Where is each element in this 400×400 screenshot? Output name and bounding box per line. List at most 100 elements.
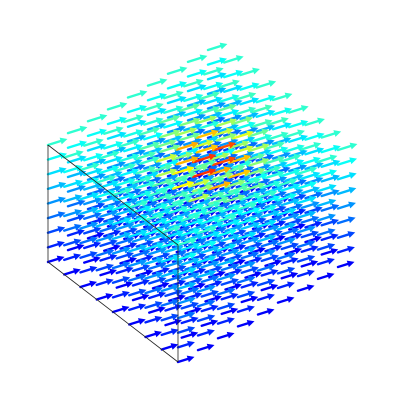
arrow-head: [313, 142, 322, 149]
arrow-head: [148, 151, 157, 159]
arrow-head: [171, 298, 180, 306]
arrow-head: [141, 293, 150, 301]
arrow-head: [215, 235, 224, 243]
arrow-head: [284, 107, 293, 115]
arrow-head: [347, 245, 355, 253]
arrow-head: [218, 72, 227, 79]
arrow-head: [163, 208, 172, 215]
arrow-head: [158, 122, 167, 130]
arrow-head: [284, 92, 293, 100]
arrow-head: [271, 224, 280, 232]
arrow-head: [188, 267, 197, 274]
arrow-head: [207, 174, 215, 182]
arrow-head: [251, 251, 260, 259]
arrow-head: [169, 153, 178, 161]
arrow-head: [237, 194, 246, 201]
arrow-head: [194, 306, 203, 314]
arrow-head: [212, 105, 221, 113]
arrow-head: [97, 187, 106, 195]
arrow-head: [57, 226, 66, 233]
arrow-head: [78, 170, 87, 177]
arrow-head: [327, 257, 335, 265]
arrow-head: [135, 129, 144, 136]
arrow-shaft: [155, 169, 175, 178]
arrow-head: [174, 149, 183, 157]
arrow-shaft: [224, 180, 243, 189]
arrow-head: [186, 166, 195, 173]
arrow-head: [255, 212, 264, 219]
arrow-head: [208, 168, 217, 175]
arrow-head: [164, 178, 173, 186]
arrow-head: [195, 108, 204, 116]
arrow-head: [109, 268, 118, 276]
arrow-head: [126, 251, 134, 259]
arrow-head: [248, 106, 257, 114]
arrow-head: [348, 172, 357, 179]
arrow-head: [307, 240, 316, 247]
arrow-head: [95, 167, 103, 175]
arrow-head: [225, 171, 234, 179]
arrow-head: [316, 132, 325, 140]
arrow-head: [331, 189, 340, 196]
arrow-head: [78, 155, 87, 162]
arrow-head: [122, 290, 130, 298]
arrow-head: [250, 295, 259, 303]
arrow-head: [250, 280, 259, 288]
arrow-head: [128, 163, 137, 171]
arrow-head: [138, 288, 147, 296]
arrow-head: [252, 207, 261, 214]
arrow-head: [251, 111, 259, 119]
arrow-head: [154, 176, 162, 184]
arrow-head: [331, 218, 339, 226]
arrow-head: [174, 134, 183, 142]
arrow-head: [271, 254, 279, 261]
arrow-head: [267, 293, 275, 301]
arrow-head: [168, 183, 176, 191]
arrow-head: [211, 260, 220, 268]
arrow-head: [272, 209, 281, 217]
arrow-head: [232, 218, 241, 226]
arrow-head: [131, 168, 140, 176]
arrow-head: [257, 153, 266, 160]
arrow-head: [317, 117, 325, 125]
arrow-head: [173, 239, 181, 247]
arrow-head: [121, 305, 130, 313]
arrow-head: [231, 123, 239, 131]
arrow-head: [327, 242, 336, 250]
arrow-head: [315, 191, 324, 199]
arrow-head: [234, 114, 243, 121]
arrow-head: [316, 161, 324, 169]
arrow-head: [311, 201, 320, 208]
arrow-head: [98, 158, 107, 165]
arrow-head: [74, 194, 83, 202]
arrow-head: [223, 187, 232, 194]
arrow-head: [194, 277, 203, 285]
arrow-head: [196, 218, 205, 226]
arrow-head: [160, 203, 169, 210]
arrow-head: [257, 246, 266, 254]
arrow-head: [221, 196, 230, 204]
arrow-head: [211, 135, 220, 143]
arrow-head: [170, 174, 179, 181]
arrow-head: [228, 258, 237, 265]
arrow-head: [218, 255, 227, 263]
arrow-head: [260, 172, 269, 180]
arrow-head: [106, 234, 115, 241]
arrow-head: [187, 340, 195, 348]
arrow-head: [129, 256, 138, 264]
arrow-head: [139, 244, 148, 252]
arrow-head: [261, 157, 270, 165]
arrow-shaft: [175, 157, 196, 166]
arrow-head: [287, 251, 296, 259]
arrow-head: [139, 259, 148, 266]
arrow-head: [215, 81, 224, 89]
bounding-box: [47, 144, 179, 363]
arrow-head: [196, 233, 204, 240]
arrow-head: [215, 96, 223, 104]
arrow-head: [264, 104, 273, 112]
arrow-head: [175, 120, 184, 127]
arrow-head: [159, 232, 168, 240]
arrow-head: [179, 235, 188, 243]
arrow-head: [151, 171, 160, 178]
arrow-shaft: [155, 155, 175, 163]
